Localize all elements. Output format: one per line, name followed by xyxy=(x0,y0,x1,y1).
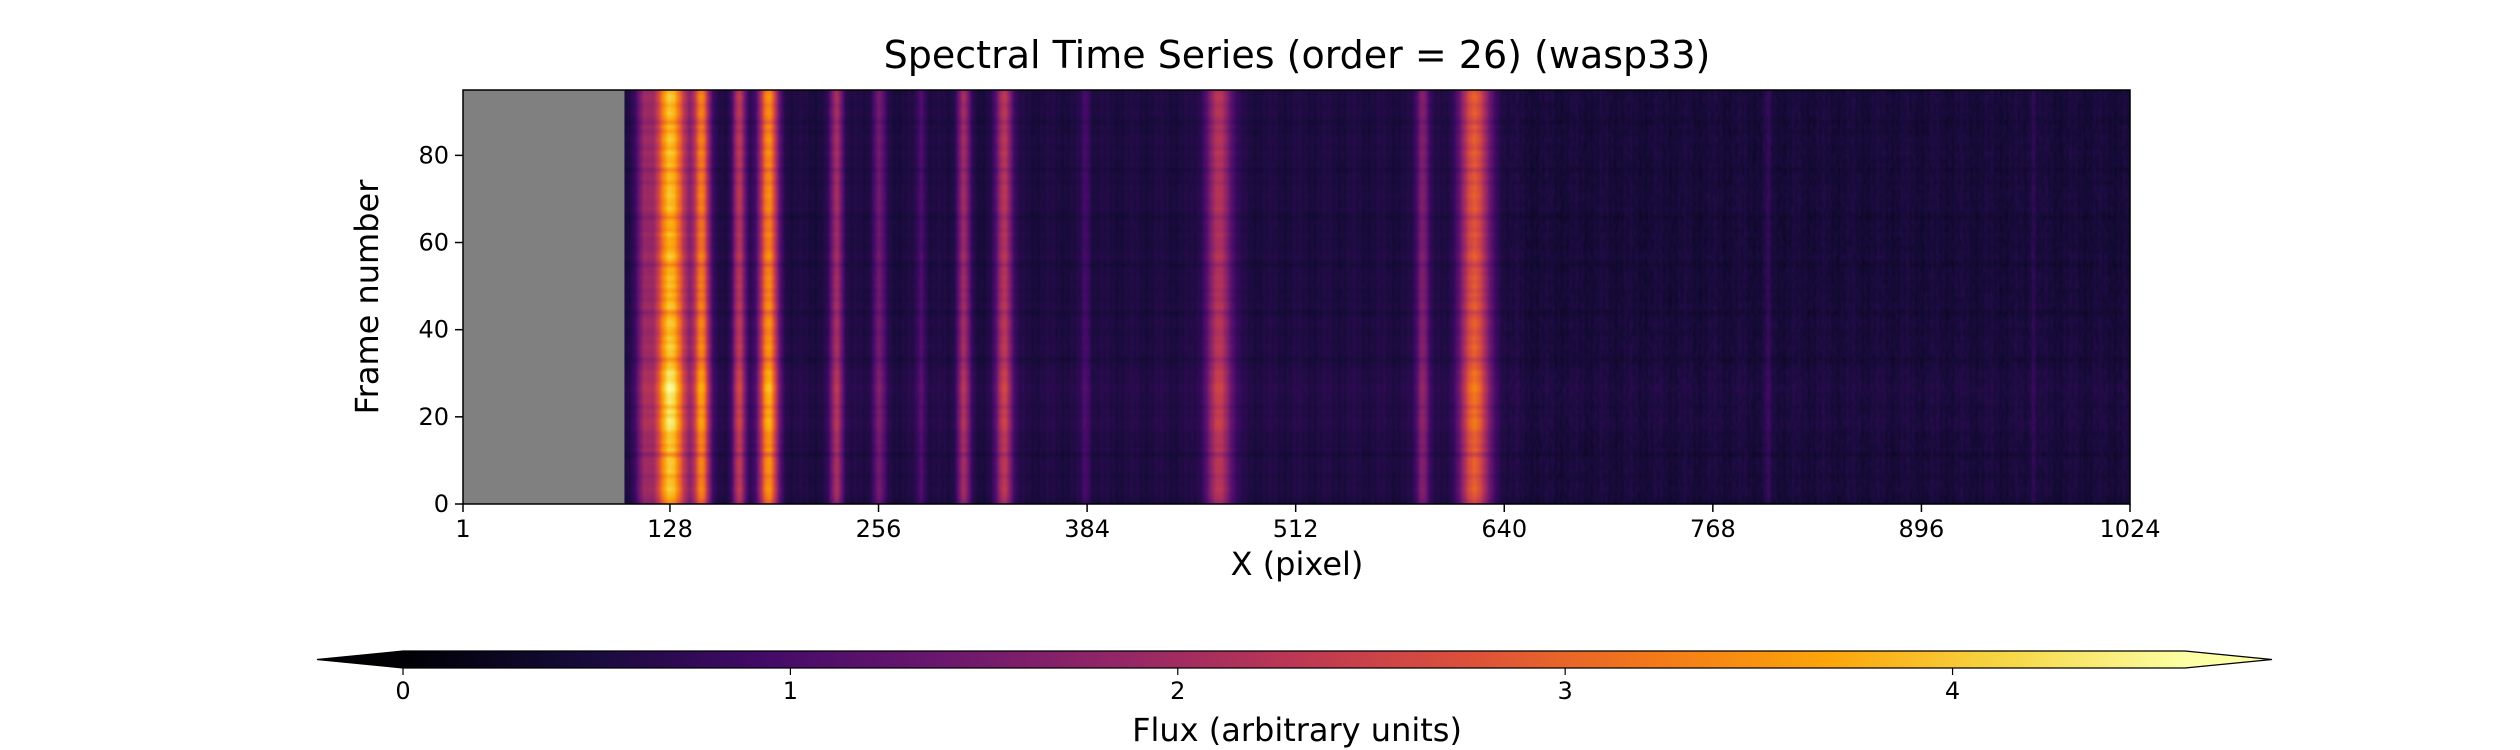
colorbar-outline xyxy=(316,650,2273,669)
y-axis: 0 20 40 60 80 xyxy=(418,141,463,518)
x-tick-label: 896 xyxy=(1899,515,1945,543)
x-tick-label: 768 xyxy=(1690,515,1736,543)
colorbar-label: Flux (arbitrary units) xyxy=(1132,711,1462,749)
x-axis: 1 128 256 384 512 640 768 896 1024 xyxy=(455,504,2161,543)
x-tick-label: 1024 xyxy=(2099,515,2160,543)
y-tick-label: 20 xyxy=(418,403,449,431)
heatmap-image xyxy=(624,90,2131,504)
colorbar-tick-label: 3 xyxy=(1558,677,1573,705)
x-tick-label: 512 xyxy=(1273,515,1319,543)
x-axis-label: X (pixel) xyxy=(1231,545,1364,583)
masked-region xyxy=(463,90,625,504)
chart-title: Spectral Time Series (order = 26) (wasp3… xyxy=(884,33,1711,77)
colorbar-tick-label: 1 xyxy=(783,677,798,705)
colorbar-extend-high xyxy=(2185,651,2272,668)
y-tick-label: 0 xyxy=(434,490,449,518)
colorbar-tick-label: 2 xyxy=(1170,677,1185,705)
plot-area xyxy=(462,89,2131,505)
y-tick-label: 40 xyxy=(418,316,449,344)
colorbar-ticks: 0 1 2 3 4 xyxy=(395,668,1960,705)
x-tick-label: 640 xyxy=(1481,515,1527,543)
colorbar-tick-label: 0 xyxy=(395,677,410,705)
x-tick-label: 384 xyxy=(1064,515,1110,543)
x-tick-label: 128 xyxy=(647,515,693,543)
colorbar-tick-label: 4 xyxy=(1945,677,1960,705)
plot-frame xyxy=(462,89,2131,505)
x-tick-label: 256 xyxy=(856,515,902,543)
colorbar-gradient xyxy=(403,651,2185,668)
y-tick-label: 60 xyxy=(418,229,449,257)
x-tick-label: 1 xyxy=(455,515,470,543)
y-tick-label: 80 xyxy=(418,141,449,169)
y-axis-label: Frame number xyxy=(348,179,386,415)
colorbar: 0 1 2 3 4 xyxy=(316,650,2273,705)
colorbar-extend-low xyxy=(317,651,403,668)
